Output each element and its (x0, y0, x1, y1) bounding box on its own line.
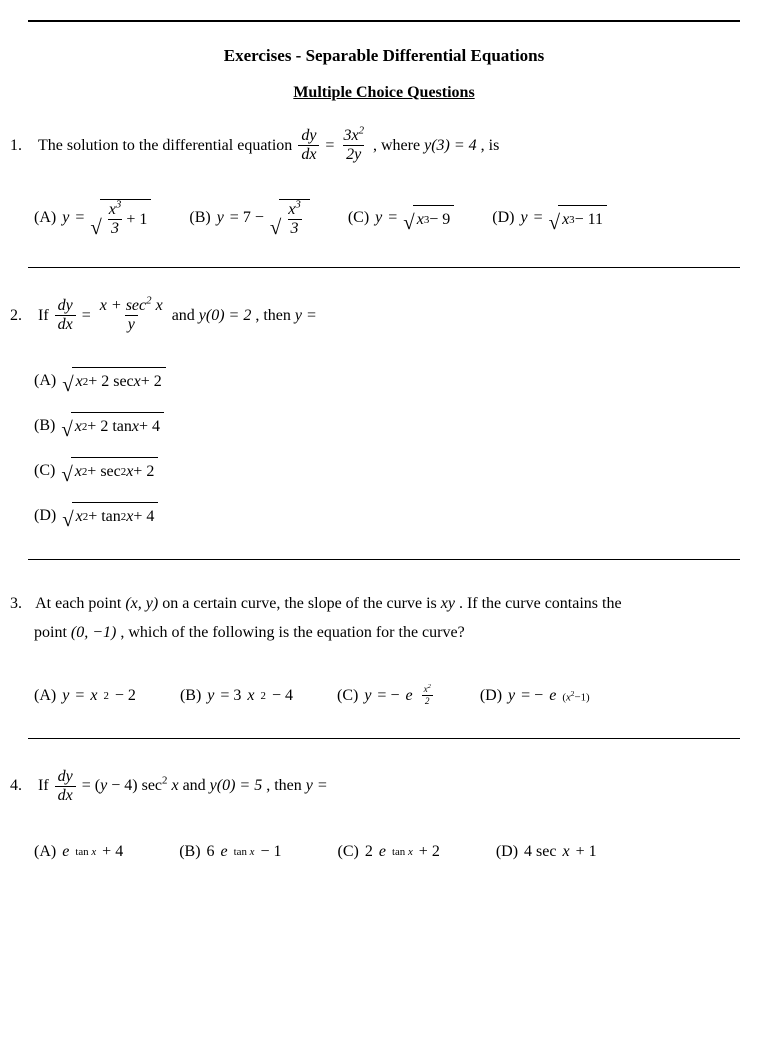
label-d: (D) (34, 504, 56, 528)
q4-text: 4. If dydx = (y − 4) sec2 x and y(0) = 5… (10, 769, 758, 804)
label-c: (C) (34, 459, 55, 483)
page-subtitle: Multiple Choice Questions (10, 84, 758, 102)
label-c: (C) (338, 840, 359, 864)
q3-l1a: At each point (35, 595, 125, 612)
question-4: 4. If dydx = (y − 4) sec2 x and y(0) = 5… (10, 769, 758, 864)
q2-choice-a: (A) √x2 + 2 sec x + 2 (34, 367, 758, 394)
q1-choice-b: (B) y = 7 − √ x33 (189, 199, 309, 237)
q4-mid: and (183, 774, 206, 798)
q3-l1c: . If the curve contains the (459, 595, 622, 612)
q2-choices: (A) √x2 + 2 sec x + 2 (B) √x2 + 2 tan x … (34, 367, 758, 529)
q3-text: 3. At each point (x, y) on a certain cur… (10, 590, 758, 648)
q4-choices: (A) etan x + 4 (B) 6etan x − 1 (C) 2etan… (34, 840, 758, 864)
top-rule (28, 20, 740, 22)
label-b: (B) (179, 840, 200, 864)
q2-text: 2. If dydx = x + sec2 x y and y(0) = 2 ,… (10, 298, 758, 333)
label-a: (A) (34, 206, 56, 230)
q4-choice-c: (C) 2etan x + 2 (338, 840, 440, 864)
divider-3 (28, 738, 740, 739)
q3-choice-c: (C) y = −ex22 (337, 684, 436, 708)
label-a: (A) (34, 840, 56, 864)
q2-choice-c: (C) √x2 + sec2 x + 2 (34, 457, 758, 484)
q3-choice-a: (A) y = x2 − 2 (34, 684, 136, 708)
q2-then: , then (255, 304, 291, 328)
q2-frac-rhs: x + sec2 x y (97, 298, 166, 333)
q4-frac: dydx (55, 769, 76, 804)
q1-choices: (A) y = √ x33 + 1 (B) y = 7 − √ x33 (C) … (34, 199, 758, 237)
q3-pt0: (0, −1) (71, 624, 116, 641)
q3-l2a: point (34, 624, 71, 641)
q4-cond: y(0) = 5 (210, 774, 263, 798)
q1-choice-a: (A) y = √ x33 + 1 (34, 199, 151, 237)
q4-then: , then (266, 774, 302, 798)
q2-yeq: y = (295, 304, 317, 328)
q1-post: , where (373, 134, 420, 158)
label-c: (C) (348, 206, 369, 230)
q1-cond: y(3) = 4 (424, 134, 477, 158)
q2-choice-d: (D) √x2 + tan2 x + 4 (34, 502, 758, 529)
q3-xy: xy (441, 595, 455, 612)
q1-text: 1. The solution to the differential equa… (10, 128, 758, 163)
q3-number: 3. (10, 595, 22, 612)
q4-yeq: y = (306, 774, 328, 798)
q3-choice-b: (B) y = 3x2 − 4 (180, 684, 293, 708)
q4-choice-d: (D) 4 sec x + 1 (496, 840, 597, 864)
q2-choice-b: (B) √x2 + 2 tan x + 4 (34, 412, 758, 439)
label-b: (B) (180, 684, 201, 708)
q4-pre: If (38, 774, 49, 798)
label-c: (C) (337, 684, 358, 708)
q3-choice-d: (D) y = −e(x2−1) (480, 684, 590, 708)
label-a: (A) (34, 369, 56, 393)
q1-choice-d: (D) y = √x3 − 11 (492, 205, 607, 232)
q2-frac-dy-dx: dydx (55, 298, 76, 333)
question-3: 3. At each point (x, y) on a certain cur… (10, 590, 758, 708)
label-a: (A) (34, 684, 56, 708)
q1-frac-rhs: 3x2 2y (340, 128, 367, 163)
q3-l2b: , which of the following is the equation… (120, 624, 464, 641)
q1-choice-c: (C) y = √x3 − 9 (348, 205, 454, 232)
q1-end: , is (481, 134, 500, 158)
q1-pre: The solution to the differential equatio… (38, 134, 292, 158)
q3-pt: (x, y) (125, 595, 158, 612)
question-2: 2. If dydx = x + sec2 x y and y(0) = 2 ,… (10, 298, 758, 529)
label-b: (B) (189, 206, 210, 230)
divider-2 (28, 559, 740, 560)
question-1: 1. The solution to the differential equa… (10, 128, 758, 237)
label-b: (B) (34, 414, 55, 438)
q2-number: 2. (10, 304, 24, 328)
q4-choice-b: (B) 6etan x − 1 (179, 840, 281, 864)
q1-number: 1. (10, 134, 24, 158)
q1-frac-dy-dx: dy dx (298, 128, 319, 163)
q4-number: 4. (10, 774, 24, 798)
label-d: (D) (492, 206, 514, 230)
eq: = (325, 134, 334, 158)
page-title: Exercises - Separable Differential Equat… (10, 46, 758, 66)
q3-l1b: on a certain curve, the slope of the cur… (162, 595, 441, 612)
q3-choices: (A) y = x2 − 2 (B) y = 3x2 − 4 (C) y = −… (34, 684, 758, 708)
q2-mid: and (172, 304, 195, 328)
label-d: (D) (480, 684, 502, 708)
divider-1 (28, 267, 740, 268)
q2-cond: y(0) = 2 (199, 304, 252, 328)
q2-pre: If (38, 304, 49, 328)
label-d: (D) (496, 840, 518, 864)
q4-choice-a: (A) etan x + 4 (34, 840, 123, 864)
